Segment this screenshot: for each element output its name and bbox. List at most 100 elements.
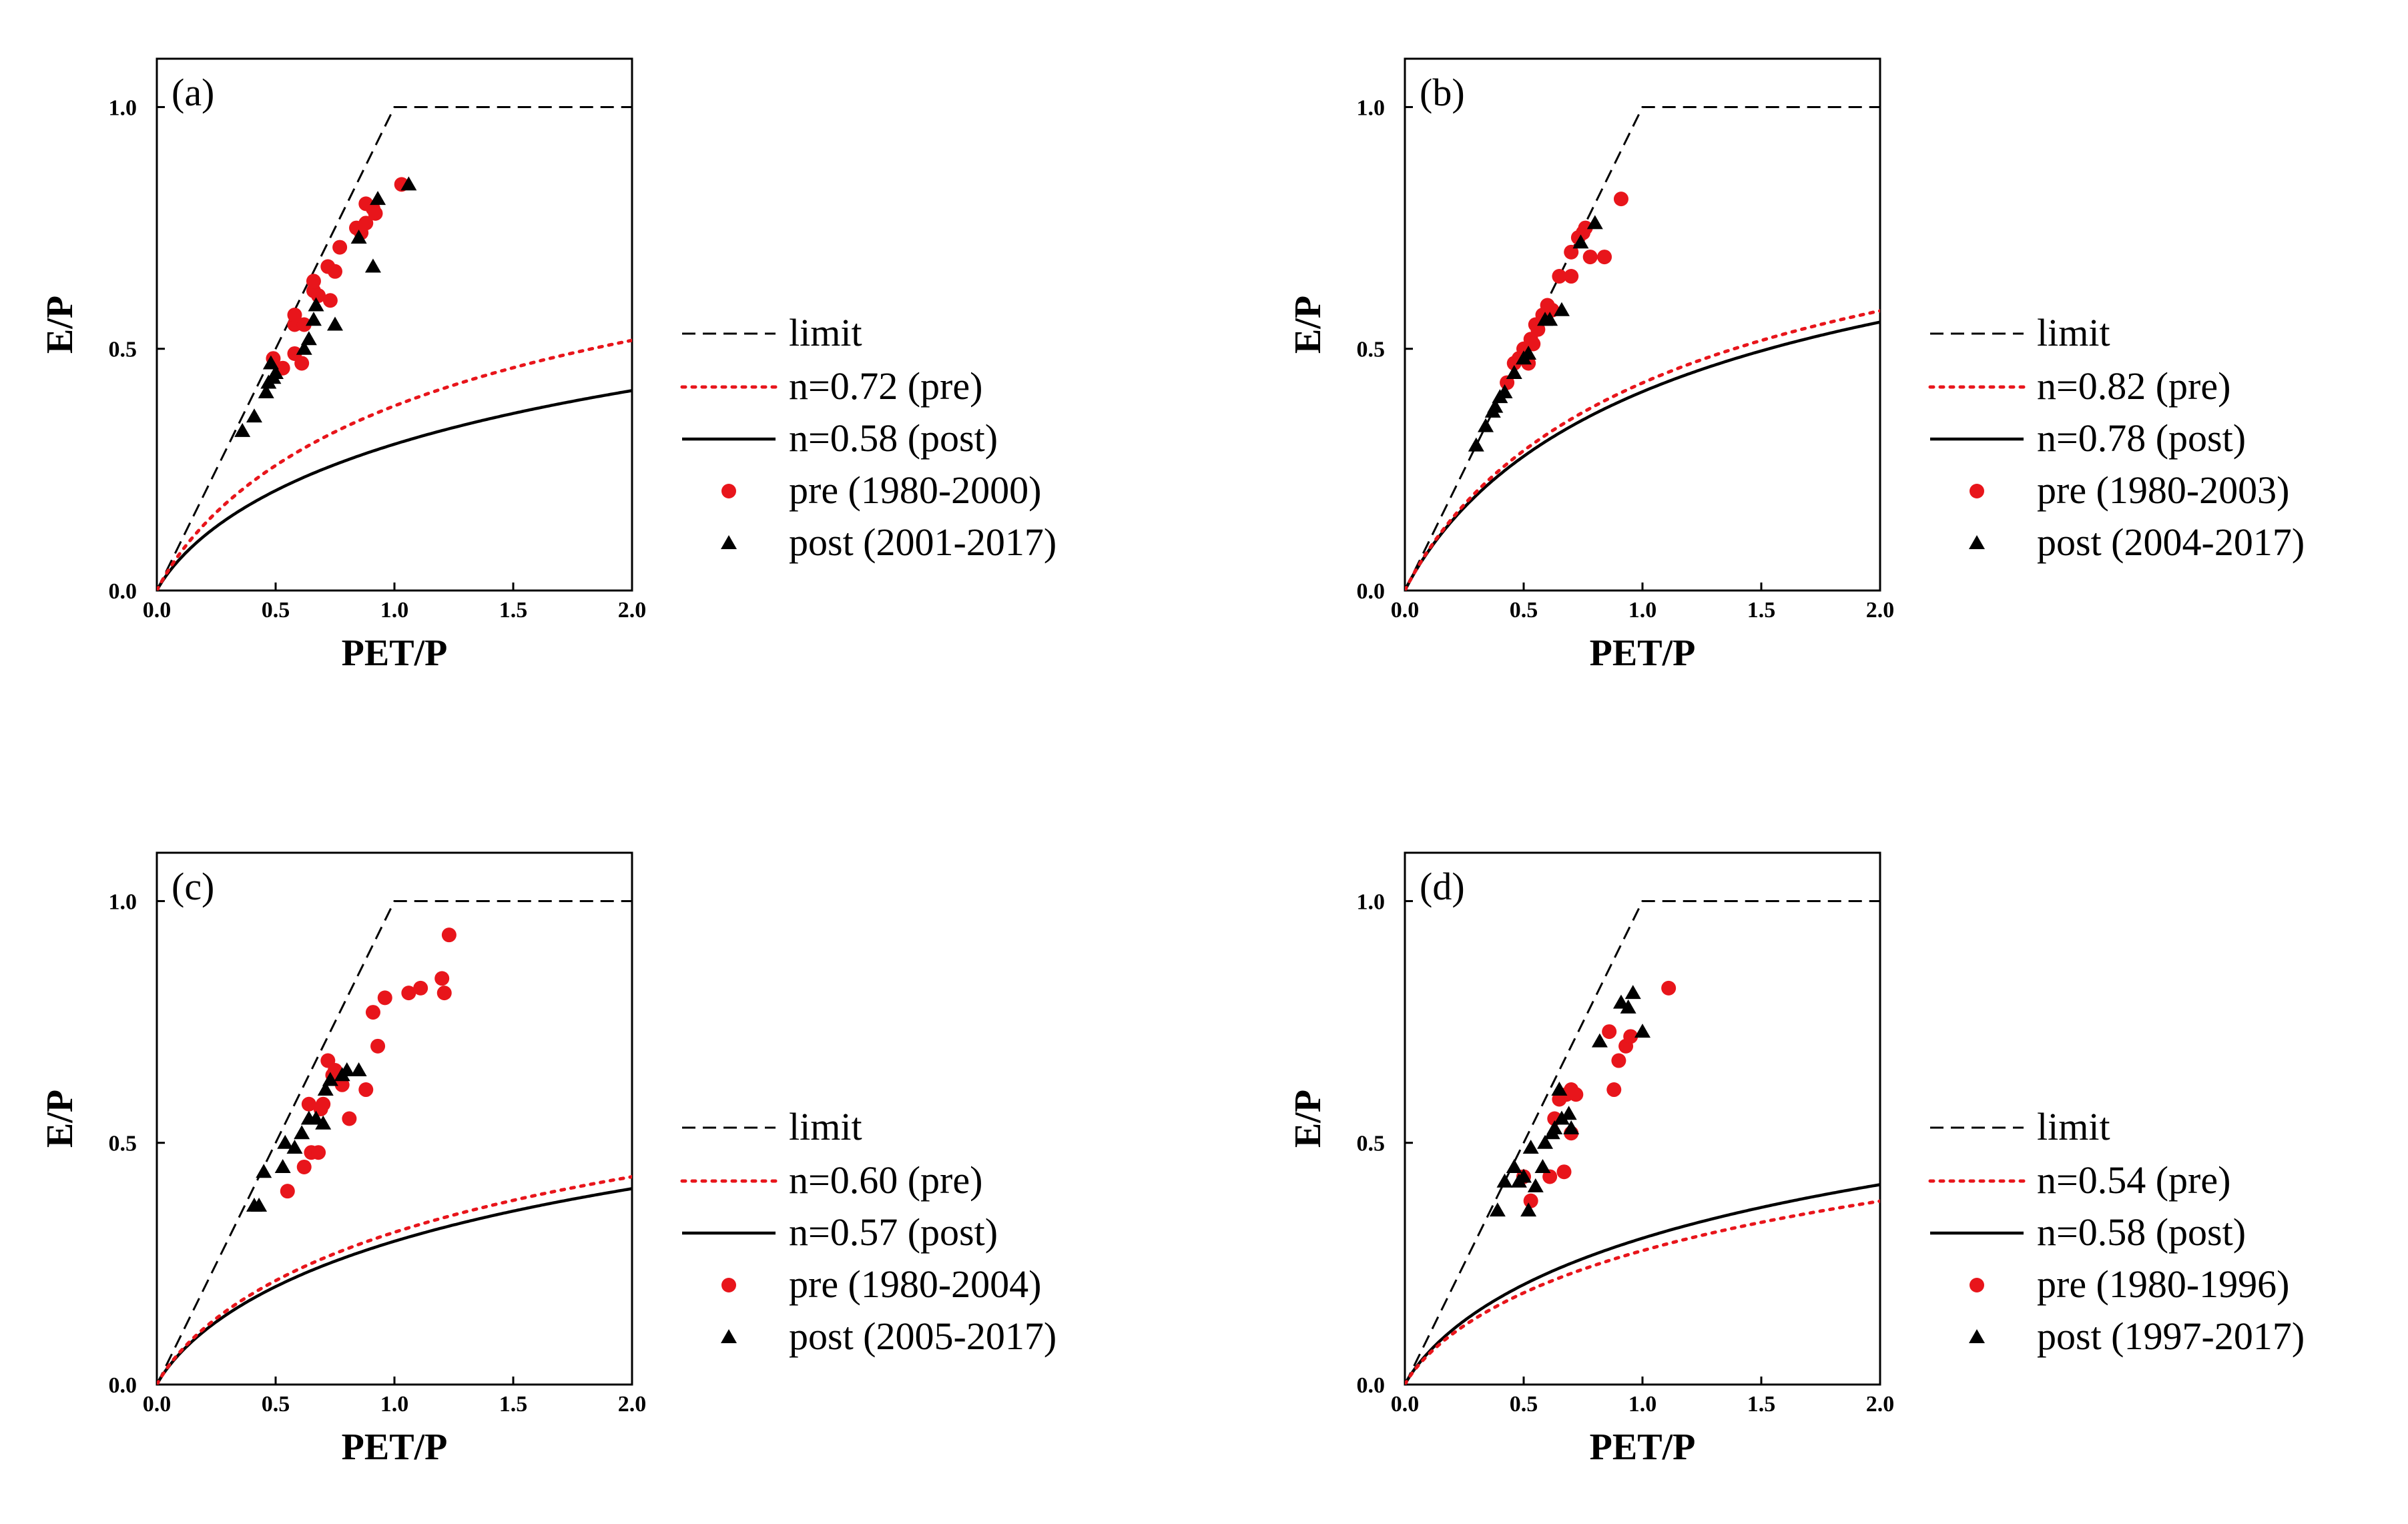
limit-line	[157, 899, 632, 1385]
pre-point	[370, 1038, 386, 1054]
y-tick-label: 0.0	[109, 579, 137, 604]
post-point	[1563, 1120, 1580, 1134]
post-point	[286, 1139, 303, 1154]
pre-point	[1568, 1087, 1584, 1102]
chart-panel-d: 0.0 0.5 1.0 1.5 2.0 0.0 0.5 1.0 PET/P E/P (d) limit…	[1287, 851, 2305, 1468]
post-point	[1591, 1033, 1608, 1048]
legend-pre-point-swatch	[1970, 1278, 1984, 1292]
post-curve	[1405, 1183, 1880, 1385]
pre-point	[413, 980, 428, 996]
x-tick-label: 1.5	[499, 598, 528, 623]
post-point	[1560, 1106, 1577, 1120]
y-tick-label: 0.5	[1357, 1132, 1386, 1156]
legend-post-point-swatch	[721, 1329, 737, 1343]
x-tick-label: 1.5	[1747, 598, 1776, 623]
x-tick-label: 0.5	[1510, 1392, 1538, 1417]
pre-point	[358, 216, 374, 231]
legend-label-limit: limit	[789, 1105, 862, 1148]
chart-panel-b: 0.0 0.5 1.0 1.5 2.0 0.0 0.5 1.0 PET/P E/P (b) limit…	[1287, 57, 2305, 674]
post-point	[1553, 1110, 1570, 1125]
x-axis-title: PET/P	[1590, 1427, 1696, 1468]
post-point	[1478, 418, 1494, 432]
legend-post-point-swatch	[1969, 535, 1985, 549]
post-point	[322, 1072, 338, 1086]
pre-point	[358, 1082, 374, 1098]
legend-label-pre-curve: n=0.82 (pre)	[2037, 364, 2230, 408]
pre-point	[316, 1096, 331, 1112]
panel-label: (c)	[172, 865, 214, 908]
legend-label-pre-curve: n=0.72 (pre)	[789, 364, 982, 408]
pre-point	[1606, 1082, 1622, 1098]
pre-point	[1623, 1029, 1638, 1044]
pre-point	[296, 317, 312, 332]
post-point	[1624, 985, 1641, 1000]
post-curve	[157, 389, 632, 591]
post-point	[1520, 345, 1537, 360]
legend-post-point-swatch	[1969, 1329, 1985, 1343]
post-point	[277, 1134, 294, 1149]
post-point	[338, 1062, 355, 1077]
post-point	[370, 191, 386, 206]
pre-point	[1602, 1024, 1617, 1040]
post-point	[1489, 1202, 1506, 1217]
y-tick-label: 0.5	[109, 1132, 137, 1156]
post-point	[1551, 1082, 1568, 1096]
legend-label-post-curve: n=0.57 (post)	[789, 1210, 998, 1254]
pre-point	[328, 264, 342, 279]
post-point	[262, 355, 279, 370]
pre-point	[311, 1145, 326, 1160]
pre-point	[311, 288, 326, 304]
panel-label: (b)	[1420, 71, 1465, 114]
legend-label-post-points: post (1997-2017)	[2037, 1314, 2305, 1358]
post-point	[315, 1115, 332, 1130]
x-tick-label: 0.5	[262, 1392, 290, 1417]
post-point	[1537, 1134, 1554, 1149]
x-tick-label: 0.5	[1510, 598, 1538, 623]
plot-frame	[1404, 851, 1881, 1386]
x-tick-label: 2.0	[618, 1392, 647, 1417]
pre-point	[301, 1096, 316, 1112]
y-axis-title: E/P	[39, 296, 81, 354]
post-point	[350, 1062, 367, 1077]
post-point	[1546, 1120, 1563, 1134]
x-tick-label: 2.0	[618, 598, 647, 623]
pre-point	[434, 971, 450, 986]
post-point	[1634, 1024, 1650, 1038]
legend-label-limit: limit	[2037, 311, 2110, 354]
post-curve	[1405, 320, 1880, 591]
x-tick-label: 1.0	[1628, 598, 1657, 623]
post-point	[1620, 999, 1636, 1014]
post-point	[246, 408, 262, 423]
panel-label: (d)	[1420, 865, 1465, 908]
pre-curve	[157, 338, 632, 591]
post-point	[1534, 1158, 1551, 1173]
y-tick-label: 0.0	[1357, 579, 1386, 604]
pre-point	[401, 986, 416, 1001]
post-point	[268, 364, 284, 379]
post-point	[296, 340, 312, 355]
pre-point	[280, 1184, 295, 1199]
pre-point	[365, 1005, 380, 1020]
limit-line	[1405, 105, 1880, 591]
post-point	[1553, 302, 1570, 316]
post-point	[234, 422, 251, 437]
legend-label-post-curve: n=0.78 (post)	[2037, 416, 2246, 460]
x-tick-label: 0.0	[1391, 1392, 1420, 1417]
legend-pre-point-swatch	[1970, 484, 1984, 498]
y-tick-label: 1.0	[1357, 889, 1386, 914]
pre-point	[1578, 220, 1593, 236]
x-tick-label: 1.0	[380, 1392, 409, 1417]
limit-line	[1405, 899, 1880, 1385]
plot-frame	[1404, 57, 1881, 592]
pre-curve	[1405, 309, 1880, 591]
post-point	[1496, 1173, 1513, 1188]
y-axis-title: E/P	[39, 1090, 81, 1148]
y-tick-label: 1.0	[1357, 95, 1386, 120]
post-point	[1506, 1158, 1522, 1173]
pre-curve	[157, 1175, 632, 1385]
legend-label-post-curve: n=0.58 (post)	[789, 416, 998, 460]
chart-panel-a: 0.0 0.5 1.0 1.5 2.0 0.0 0.5 1.0 PET/P E/P (a) limit…	[39, 57, 1057, 674]
post-point	[1522, 1139, 1539, 1154]
y-tick-label: 1.0	[109, 95, 137, 120]
post-point	[305, 312, 322, 326]
